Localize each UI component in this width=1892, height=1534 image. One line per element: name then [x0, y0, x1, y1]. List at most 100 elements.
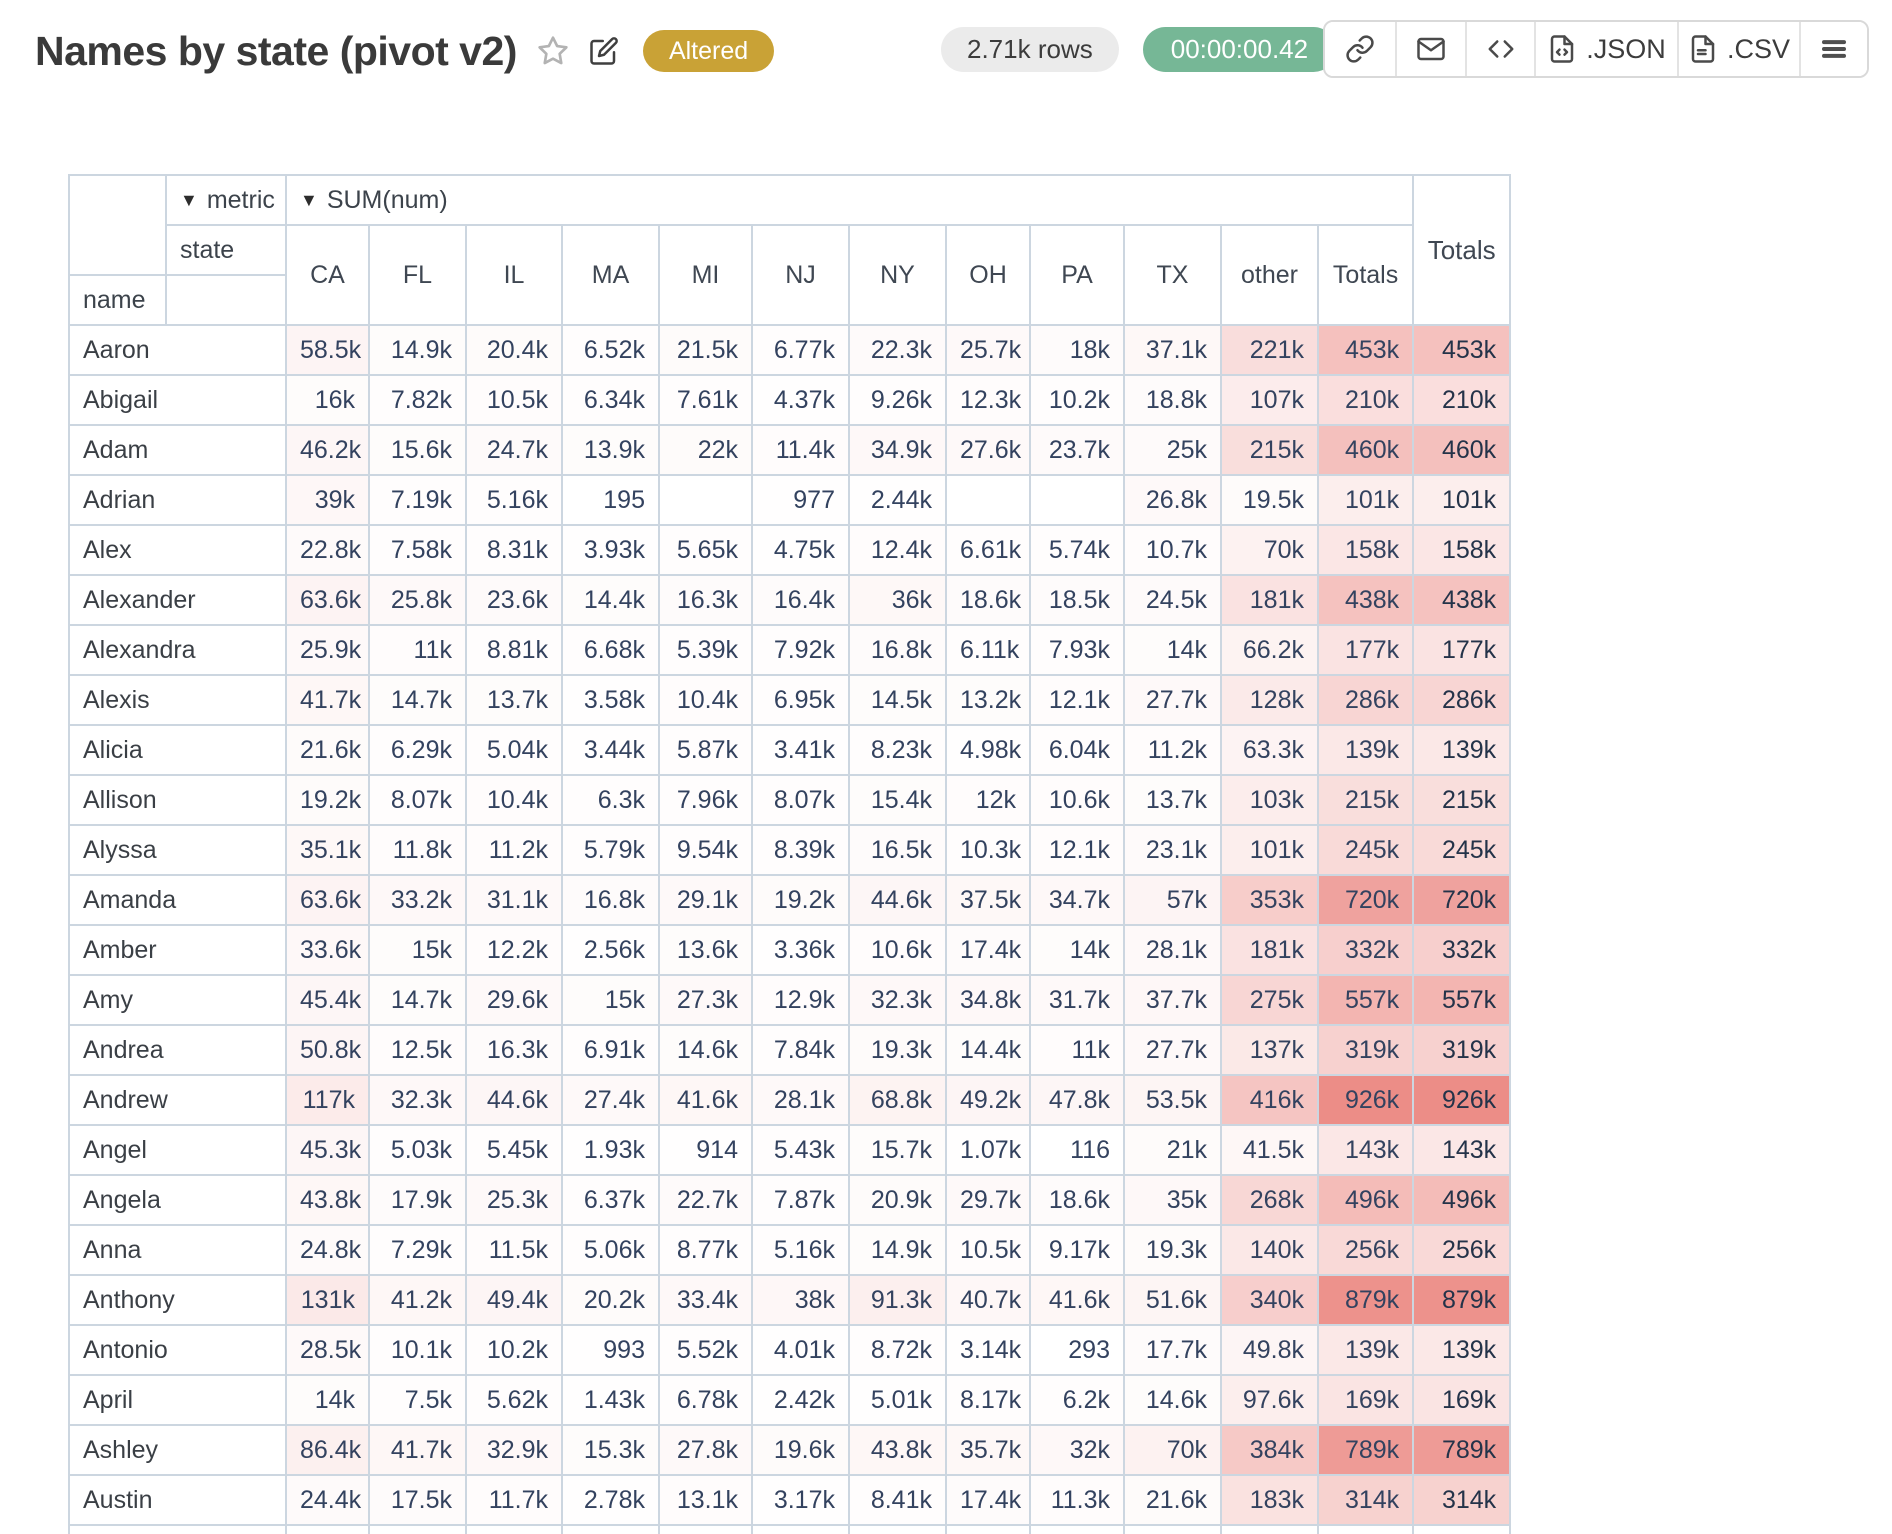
- table-row: Austin 24.4k 17.5k 11.7k 2.78k 13.1k 3.17k 8.41…: [68, 1474, 1512, 1526]
- value-cell-ma: 15k: [561, 974, 660, 1026]
- value-cell-ma: 1.93k: [561, 1124, 660, 1176]
- table-row: Adrian 39k 7.19k 5.16k 195 977 2.44k 26.8k 19.5k…: [68, 474, 1512, 526]
- value-cell-fl: 11k: [368, 624, 467, 676]
- value-cell: [561, 1524, 660, 1534]
- value-cell-nj: 6.77k: [751, 324, 850, 376]
- value-cell-pa: 18.5k: [1029, 574, 1125, 626]
- value-cell-il: 11.5k: [465, 1224, 563, 1276]
- edit-query-button[interactable]: [589, 36, 619, 66]
- value-cell-il: 10.5k: [465, 374, 563, 426]
- value-cell-nj: 7.92k: [751, 624, 850, 676]
- value-cell-other: 70k: [1220, 524, 1319, 576]
- status-badge[interactable]: Altered: [642, 30, 775, 72]
- value-cell-ny: 15.7k: [848, 1124, 947, 1176]
- value-cell-mi: 27.3k: [658, 974, 753, 1026]
- value-cell-ca: 24.4k: [285, 1474, 370, 1526]
- table-row: Aaron 58.5k 14.9k 20.4k 6.52k 21.5k 6.77k 22.3k…: [68, 324, 1512, 376]
- link-icon: [1346, 35, 1374, 63]
- value-cell-ny: 20.9k: [848, 1174, 947, 1226]
- row-name-cell: Alyssa: [68, 824, 287, 876]
- email-button[interactable]: [1397, 22, 1467, 76]
- value-cell-mi: 9.54k: [658, 824, 753, 876]
- value-cell-ca: 24.8k: [285, 1224, 370, 1276]
- value-cell-totals: 438k: [1316, 574, 1415, 626]
- grand-total-cell: 926k: [1412, 1074, 1512, 1126]
- value-cell-ca: 28.5k: [285, 1324, 370, 1376]
- value-cell-pa: 47.8k: [1029, 1074, 1125, 1126]
- value-cell-ma: 2.56k: [561, 924, 660, 976]
- embed-code-button[interactable]: [1467, 22, 1536, 76]
- value-cell-fl: 33.2k: [368, 874, 467, 926]
- grand-total-cell: 139k: [1412, 724, 1512, 776]
- value-cell-oh: 29.7k: [945, 1174, 1031, 1226]
- download-csv-button[interactable]: .CSV: [1679, 22, 1801, 76]
- value-cell-ma: 6.34k: [561, 374, 660, 426]
- value-cell-ca: 131k: [285, 1274, 370, 1326]
- value-cell-mi: 22.7k: [658, 1174, 753, 1226]
- value-cell: [1316, 1524, 1415, 1534]
- value-cell-oh: 49.2k: [945, 1074, 1031, 1126]
- value-cell-il: 12.2k: [465, 924, 563, 976]
- grand-total-cell: 286k: [1412, 674, 1512, 726]
- value-cell-ca: 39k: [285, 474, 370, 526]
- column-header-nj: NJ: [751, 224, 850, 326]
- chevron-down-icon: ▼: [180, 189, 198, 210]
- value-cell-ny: 19.3k: [848, 1024, 947, 1076]
- value-cell-fl: 7.29k: [368, 1224, 467, 1276]
- value-cell-fl: 41.7k: [368, 1424, 467, 1476]
- value-cell-ny: 5.01k: [848, 1374, 947, 1426]
- grand-total-cell: 158k: [1412, 524, 1512, 576]
- value-cell-nj: 12.9k: [751, 974, 850, 1026]
- value-cell-pa: 12.1k: [1029, 674, 1125, 726]
- more-options-button[interactable]: [1801, 22, 1867, 76]
- value-cell-ca: 33.6k: [285, 924, 370, 976]
- value-cell-nj: 16.4k: [751, 574, 850, 626]
- sum-dropdown[interactable]: ▼ SUM(num): [284, 174, 1415, 226]
- value-cell: [1029, 1524, 1125, 1534]
- row-name-cell: April: [68, 1374, 287, 1426]
- table-row: Amanda 63.6k 33.2k 31.1k 16.8k 29.1k 19.2k 44.6…: [68, 874, 1512, 926]
- value-cell-oh: 10.3k: [945, 824, 1031, 876]
- value-cell-il: 32.9k: [465, 1424, 563, 1476]
- value-cell-oh: 6.11k: [945, 624, 1031, 676]
- grand-total-cell: 215k: [1412, 774, 1512, 826]
- value-cell-il: 24.7k: [465, 424, 563, 476]
- value-cell-fl: 14.9k: [368, 324, 467, 376]
- value-cell-il: 5.16k: [465, 474, 563, 526]
- json-button-label: .JSON: [1586, 33, 1666, 64]
- value-cell-il: 5.04k: [465, 724, 563, 776]
- mail-icon: [1417, 37, 1445, 61]
- value-cell-il: 8.81k: [465, 624, 563, 676]
- value-cell-tx: 21k: [1123, 1124, 1222, 1176]
- value-cell-ca: 22.8k: [285, 524, 370, 576]
- grand-total-cell: 139k: [1412, 1324, 1512, 1376]
- value-cell-other: 63.3k: [1220, 724, 1319, 776]
- favorite-star-button[interactable]: [537, 35, 569, 67]
- share-link-button[interactable]: [1325, 22, 1397, 76]
- stats-cluster: 2.71k rows 00:00:00.42: [941, 27, 1337, 72]
- pivot-table: ▼ metric ▼ SUM(num) Totals state CA FL IL MA M…: [68, 174, 1512, 1534]
- value-cell-pa: 23.7k: [1029, 424, 1125, 476]
- grand-total-cell: 789k: [1412, 1424, 1512, 1476]
- metric-dropdown[interactable]: ▼ metric: [165, 174, 287, 226]
- metric-dropdown-label: metric: [206, 185, 275, 214]
- row-name-cell: Allison: [68, 774, 287, 826]
- value-cell-other: 66.2k: [1220, 624, 1319, 676]
- value-cell-ny: 8.23k: [848, 724, 947, 776]
- value-cell: [945, 1524, 1031, 1534]
- chevron-down-icon: ▼: [300, 189, 318, 210]
- value-cell-mi: 7.96k: [658, 774, 753, 826]
- row-name-cell: Andrea: [68, 1024, 287, 1076]
- value-cell-fl: 41.2k: [368, 1274, 467, 1326]
- download-json-button[interactable]: .JSON: [1536, 22, 1679, 76]
- grand-total-cell: 210k: [1412, 374, 1512, 426]
- column-header-ma: MA: [561, 224, 660, 326]
- grand-total-cell: 143k: [1412, 1124, 1512, 1176]
- value-cell-il: 31.1k: [465, 874, 563, 926]
- value-cell-tx: 51.6k: [1123, 1274, 1222, 1326]
- value-cell-mi: 16.3k: [658, 574, 753, 626]
- value-cell-pa: 14k: [1029, 924, 1125, 976]
- value-cell-tx: 10.7k: [1123, 524, 1222, 576]
- column-header-pa: PA: [1029, 224, 1125, 326]
- value-cell-il: 29.6k: [465, 974, 563, 1026]
